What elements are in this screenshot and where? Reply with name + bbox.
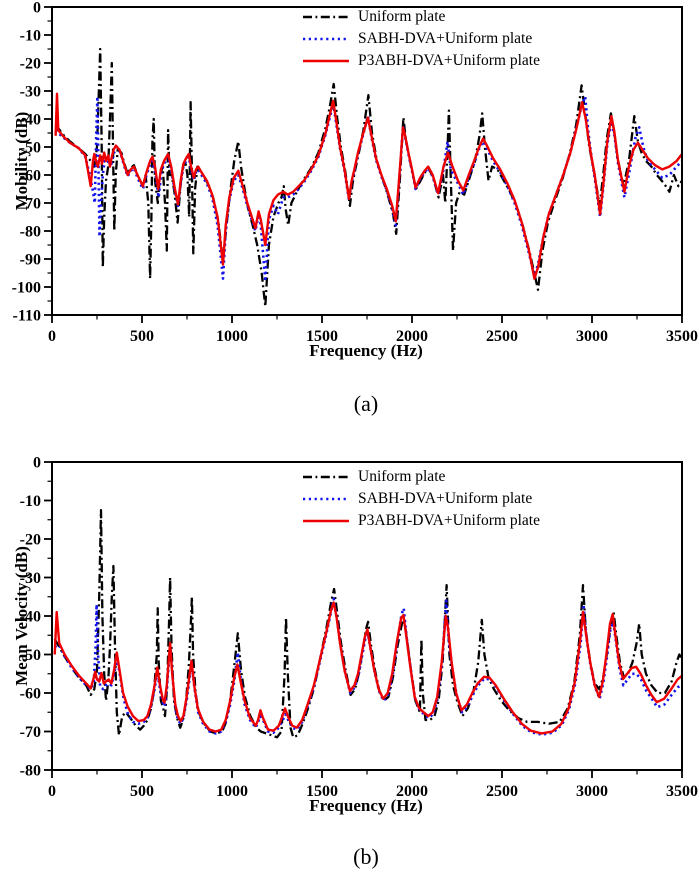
x-tick-label: 2000 [396, 328, 428, 345]
legend-item-sabh-dva: SABH-DVA+Uniform plate [302, 28, 540, 50]
legend-label: SABH-DVA+Uniform plate [358, 30, 533, 47]
legend-label: Uniform plate [358, 468, 446, 485]
series-sabh-dva-uniform-plate [54, 597, 682, 736]
plot-border [51, 461, 683, 771]
y-tick-label: -60 [20, 168, 41, 185]
y-axis-label-a: Mobility (dB) [12, 111, 31, 211]
series-p3abh-dva-uniform-plate [54, 92, 682, 280]
x-tick-label: 0 [48, 328, 56, 345]
x-tick-label: 1500 [306, 328, 338, 345]
legend-a: Uniform plate SABH-DVA+Uniform plate P3A… [302, 6, 540, 72]
legend-label: Uniform plate [358, 8, 446, 25]
x-tick-label: 3000 [576, 783, 608, 800]
y-tick-label: -110 [13, 308, 41, 325]
legend-sample-dash-dot [303, 15, 349, 19]
series-uniform-plate [54, 47, 682, 308]
legend-sample-dash-dot [303, 475, 349, 479]
x-axis-label-a: Frequency (Hz) [309, 341, 423, 360]
x-tick-label: 500 [130, 783, 154, 800]
chart-a: 0 500 1000 1500 2000 2500 3000 3500 0 -10 -20 -30 -4… [12, 0, 698, 345]
legend-sample-solid [303, 59, 349, 63]
y-tick-label: -100 [12, 280, 41, 297]
legend-sample-dotted [303, 37, 349, 41]
y-tick-label: -30 [20, 570, 41, 587]
legend-sample-solid [303, 519, 349, 523]
y-tick-label: 0 [33, 455, 41, 472]
x-tick-label: 1000 [216, 783, 248, 800]
y-tick-label: -50 [20, 140, 41, 157]
y-tick-label: -20 [20, 56, 41, 73]
y-tick-label: -50 [20, 647, 41, 664]
y-tick-label: -10 [20, 28, 41, 45]
y-tick-label: -70 [20, 724, 41, 741]
y-tick-label: -70 [20, 196, 41, 213]
series-uniform-plate [53, 508, 682, 739]
x-tick-label: 2000 [396, 783, 428, 800]
plot-border [51, 6, 683, 316]
y-tick-label: -40 [20, 609, 41, 626]
legend-sample-dotted [303, 497, 349, 501]
x-tick-label: 2500 [486, 328, 518, 345]
legend-item-uniform-plate: Uniform plate [302, 466, 540, 488]
x-tick-label: 500 [130, 328, 154, 345]
y-tick-label: -60 [20, 686, 41, 703]
legend-label: P3ABH-DVA+Uniform plate [358, 512, 540, 529]
caption-b: (b) [353, 844, 379, 869]
caption-a: (a) [353, 391, 379, 416]
legend-label: SABH-DVA+Uniform plate [358, 490, 533, 507]
x-tick-label: 0 [48, 783, 56, 800]
chart-b: 0 500 1000 1500 2000 2500 3000 3500 0 -10 -20 -30 -4… [20, 455, 698, 801]
y-tick-label: 0 [33, 0, 41, 17]
legend-label: P3ABH-DVA+Uniform plate [358, 52, 540, 69]
legend-item-sabh-dva: SABH-DVA+Uniform plate [302, 488, 540, 510]
x-tick-label: 3000 [576, 328, 608, 345]
y-tick-label: -90 [20, 252, 41, 269]
y-tick-label: -80 [20, 763, 41, 780]
y-tick-label: -40 [20, 112, 41, 129]
legend-item-p3abh-dva: P3ABH-DVA+Uniform plate [302, 50, 540, 72]
y-tick-label: -10 [20, 493, 41, 510]
y-tick-label: -80 [20, 224, 41, 241]
x-tick-label: 1500 [306, 783, 338, 800]
y-tick-label: -30 [20, 84, 41, 101]
legend-item-p3abh-dva: P3ABH-DVA+Uniform plate [302, 510, 540, 532]
legend-item-uniform-plate: Uniform plate [302, 6, 540, 28]
series-p3abh-dva-uniform-plate [53, 601, 682, 735]
x-tick-label: 3500 [666, 328, 698, 345]
y-tick-label: -20 [20, 532, 41, 549]
legend-b: Uniform plate SABH-DVA+Uniform plate P3A… [302, 466, 540, 532]
y-axis-label-b: Mean Velocity (dB) [12, 546, 31, 686]
x-axis-label-b: Frequency (Hz) [309, 796, 423, 815]
x-tick-label: 3500 [666, 783, 698, 800]
x-tick-label: 2500 [486, 783, 518, 800]
x-tick-label: 1000 [216, 328, 248, 345]
